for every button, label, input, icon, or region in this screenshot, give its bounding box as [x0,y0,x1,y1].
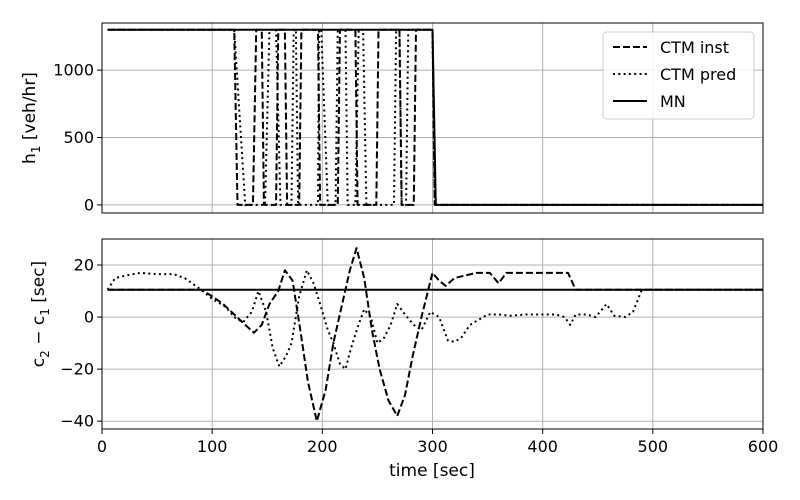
legend-box [602,31,755,120]
y-tick-label: 0 [84,308,94,327]
y-tick-label: 500 [63,128,94,147]
top-y-ticks: 0 500 1000 [53,61,102,214]
legend: CTM inst CTM pred MN [602,31,755,120]
legend-label-ctm-inst: CTM inst [660,38,729,57]
legend-label-ctm-pred: CTM pred [660,65,736,84]
bottom-x-ticks: 0 100 200 300 400 500 600 [97,429,778,456]
bottom-y-ticks: −40 −20 0 20 [60,256,102,431]
series-line-ctm-pred-bot [106,269,763,371]
x-tick-label: 500 [638,437,669,456]
top-panel: 0 500 1000 h1 [veh/hr] CTM inst CTM pred M… [20,22,764,214]
x-tick-label: 600 [748,437,779,456]
x-tick-label: 100 [197,437,228,456]
bottom-grid [102,239,763,429]
series-line-mn-top [107,28,763,206]
y-tick-label: 1000 [53,61,94,80]
bottom-x-axis-label: time [sec] [389,461,475,481]
series-line-ctm-inst-bot [107,247,763,423]
top-axes-frame [101,22,764,214]
y-tick-label: 0 [84,195,94,214]
bottom-series-group [106,247,763,423]
y-tick-label: −20 [60,360,94,379]
x-tick-label: 0 [97,437,107,456]
legend-label-mn: MN [660,92,686,111]
x-tick-label: 200 [307,437,338,456]
bottom-panel: −40 −20 0 20 0 100 200 300 400 500 600 c2 − c1 [s… [29,238,778,481]
y-tick-label: 20 [74,256,94,275]
x-tick-label: 400 [527,437,558,456]
x-tick-label: 300 [417,437,448,456]
bottom-y-axis-label: c2 − c1 [sec] [29,261,52,367]
top-y-axis-label: h1 [veh/hr] [20,72,43,164]
top-series-group [107,28,763,206]
y-tick-label: −40 [60,412,94,431]
